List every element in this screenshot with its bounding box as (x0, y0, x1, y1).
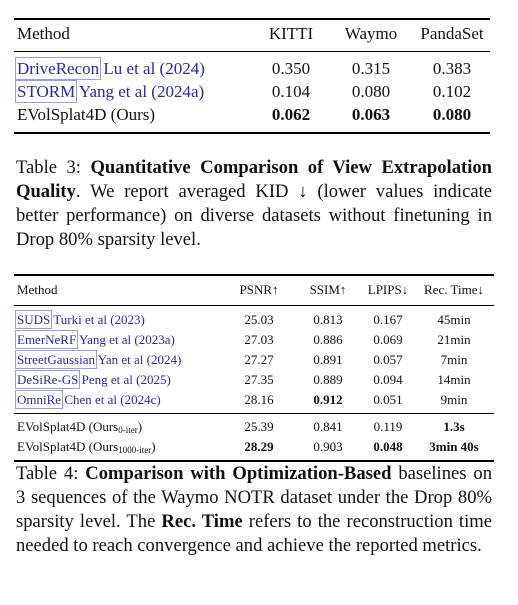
mid-rule (14, 51, 490, 52)
table-4-header: Method PSNR↑ SSIM↑ LPIPS↓ Rec. Time↓ (14, 280, 494, 300)
method-link[interactable]: SUDS (14, 310, 53, 329)
method-link[interactable]: EmerNeRF (14, 330, 79, 349)
bottom-rule (14, 132, 490, 134)
table-row: SUDS Turki et al (2023) 25.03 0.813 0.16… (14, 310, 494, 330)
cell-psnr: 25.39 (244, 419, 274, 434)
cell-rec-time: 7min (440, 352, 468, 367)
cell-waymo: 0.063 (351, 105, 391, 124)
cell-ssim: 0.889 (313, 372, 343, 387)
cell-pandaset: 0.383 (432, 59, 472, 78)
cell-pandaset: 0.080 (432, 105, 472, 124)
cell-lpips: 0.051 (373, 392, 403, 407)
header-kitti: KITTI (268, 24, 314, 43)
cell-lpips: 0.119 (373, 419, 403, 434)
method-link[interactable]: OmniRe (14, 390, 64, 409)
citation-link[interactable]: Lu et al (2024) (103, 59, 205, 78)
citation-link[interactable]: Yang et al (2024a) (78, 82, 205, 101)
top-rule (14, 274, 494, 276)
cell-ssim: 0.903 (313, 439, 343, 454)
method-name: EVolSplat4D (Ours) (17, 105, 156, 124)
method-name: EVolSplat4D (Ours (17, 439, 119, 454)
header-method: Method (17, 24, 70, 43)
header-psnr: PSNR↑ (239, 282, 279, 297)
caption-title: Quantitative Comparison of View Extrapol… (16, 157, 492, 202)
cell-psnr: 27.35 (244, 372, 274, 387)
mid-rule-2 (14, 413, 494, 414)
cell-rec-time: 3min 40s (429, 439, 479, 454)
cell-rec-time: 14min (437, 372, 471, 387)
table-3-caption: Table 3: Quantitative Comparison of View… (16, 156, 492, 252)
cell-lpips: 0.167 (373, 312, 403, 327)
table-row: DriveRecon Lu et al (2024) 0.350 0.315 0… (14, 57, 490, 80)
cell-ssim: 0.912 (313, 392, 343, 407)
cell-lpips: 0.094 (373, 372, 403, 387)
method-link[interactable]: StreetGaussian (15, 350, 97, 369)
cell-rec-time: 21min (437, 332, 471, 347)
cell-psnr: 28.16 (244, 392, 274, 407)
mid-rule (14, 305, 494, 306)
table-4: Method PSNR↑ SSIM↑ LPIPS↓ Rec. Time↓ SUD… (14, 274, 494, 462)
table-row: OmniRe Chen et al (2024c) 28.16 0.912 0.… (14, 390, 494, 410)
caption-body-2: refers to the reconstruction time needed… (16, 511, 492, 556)
method-subscript: 1000-iter (118, 445, 152, 455)
cell-lpips: 0.048 (373, 439, 403, 454)
caption-body: . We report averaged KID ↓ (lower values… (16, 181, 492, 250)
caption-term: Rec. Time (161, 511, 243, 532)
top-rule (14, 18, 490, 20)
table-3-header: Method KITTI Waymo PandaSet (14, 23, 490, 45)
cell-ssim: 0.886 (313, 332, 343, 347)
header-ssim: SSIM↑ (309, 282, 347, 297)
table-row: EmerNeRF Yang et al (2023a) 27.03 0.886 … (14, 330, 494, 350)
header-rec-time: Rec. Time↓ (424, 282, 484, 297)
table-3: Method KITTI Waymo PandaSet DriveRecon L… (14, 18, 490, 136)
cell-ssim: 0.841 (313, 419, 343, 434)
header-waymo: Waymo (344, 24, 398, 43)
table-row: DeSiRe-GS Peng et al (2025) 27.35 0.889 … (14, 370, 494, 390)
cell-psnr: 28.29 (244, 439, 274, 454)
citation-link[interactable]: Peng et al (2025) (81, 372, 171, 387)
cell-kitti: 0.062 (271, 105, 311, 124)
citation-link[interactable]: Yan et al (2024) (97, 352, 182, 367)
caption-label: Table 4: (16, 463, 79, 484)
header-lpips: LPIPS↓ (367, 282, 409, 297)
cell-kitti: 0.350 (271, 59, 311, 78)
cell-rec-time: 1.3s (443, 419, 465, 434)
cell-psnr: 25.03 (244, 312, 274, 327)
method-link[interactable]: DeSiRe-GS (14, 370, 81, 389)
citation-link[interactable]: Yang et al (2023a) (79, 332, 175, 347)
cell-psnr: 27.03 (244, 332, 274, 347)
table-row-ours: EVolSplat4D (Ours) 0.062 0.063 0.080 (14, 104, 490, 126)
citation-link[interactable]: Chen et al (2024c) (64, 392, 161, 407)
cell-waymo: 0.080 (351, 82, 391, 101)
cell-lpips: 0.069 (373, 332, 403, 347)
cell-ssim: 0.813 (313, 312, 343, 327)
cell-kitti: 0.104 (271, 82, 311, 101)
caption-label: Table 3: (16, 157, 81, 178)
header-method: Method (17, 282, 58, 297)
table-row-ours: EVolSplat4D (Ours1000-iter) 28.29 0.903 … (14, 437, 494, 457)
cell-psnr: 27.27 (244, 352, 274, 367)
table-row: STORM Yang et al (2024a) 0.104 0.080 0.1… (14, 80, 490, 103)
method-link[interactable]: STORM (14, 80, 78, 103)
table-row-ours: EVolSplat4D (Ours0-iter) 25.39 0.841 0.1… (14, 417, 494, 437)
header-pandaset: PandaSet (420, 24, 484, 43)
caption-body: baselines on 3 sequences of the Waymo NO… (16, 463, 492, 532)
citation-link[interactable]: Turki et al (2023) (53, 312, 145, 327)
bottom-rule (14, 460, 494, 462)
table-row: StreetGaussian Yan et al (2024) 27.27 0.… (14, 350, 494, 370)
cell-lpips: 0.057 (373, 352, 403, 367)
cell-rec-time: 45min (437, 312, 471, 327)
method-subscript: 0-iter (118, 425, 138, 435)
cell-ssim: 0.891 (313, 352, 343, 367)
method-name: EVolSplat4D (Ours (17, 419, 119, 434)
table-4-caption: Table 4: Comparison with Optimization-Ba… (16, 462, 492, 558)
caption-title: Comparison with Optimization-Based (85, 463, 392, 484)
cell-rec-time: 9min (440, 392, 468, 407)
cell-pandaset: 0.102 (432, 82, 472, 101)
method-link[interactable]: DriveRecon (14, 57, 102, 80)
cell-waymo: 0.315 (351, 59, 391, 78)
